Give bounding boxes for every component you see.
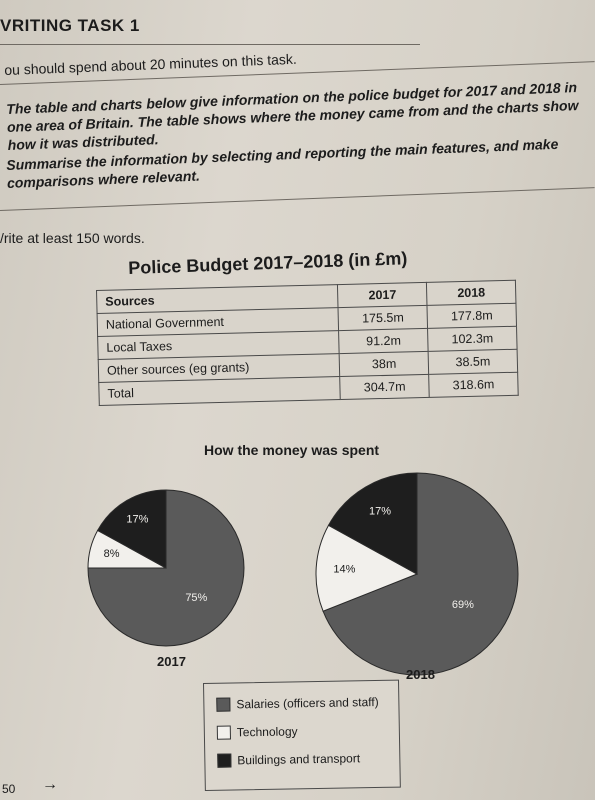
legend-label: Technology bbox=[236, 724, 298, 740]
table-cell: 175.5m bbox=[338, 305, 428, 331]
legend-swatch bbox=[216, 725, 231, 740]
charts-heading: How the money was spent bbox=[204, 442, 380, 458]
pie-year-label: 2017 bbox=[157, 654, 186, 669]
task-title: VRITING TASK 1 bbox=[0, 16, 140, 35]
pie-slice-salaries bbox=[87, 489, 245, 647]
pie-slice-label: 14% bbox=[333, 563, 355, 575]
table-cell: 318.6m bbox=[428, 372, 519, 398]
pie-chart-2018: 69% 14% 17% bbox=[315, 472, 519, 676]
pie-slice-label: 17% bbox=[369, 505, 391, 517]
legend-item: Technology bbox=[216, 724, 298, 740]
legend-label: Salaries (officers and staff) bbox=[236, 694, 379, 712]
table-cell: 38m bbox=[339, 351, 429, 377]
pie-slice-label: 8% bbox=[104, 548, 120, 560]
arrow-right-icon: → bbox=[42, 776, 58, 793]
pie-slice-label: 75% bbox=[185, 592, 207, 604]
pie-chart-2017: 75% 8% 17% bbox=[87, 489, 245, 647]
table-cell: 102.3m bbox=[427, 326, 518, 352]
table-cell: 91.2m bbox=[338, 328, 429, 354]
title-rule bbox=[0, 44, 420, 45]
pie-slice-label: 69% bbox=[452, 599, 474, 611]
legend-swatch bbox=[216, 697, 231, 712]
chart-legend: Salaries (officers and staff) Technology… bbox=[203, 679, 401, 791]
table-cell: 38.5m bbox=[428, 349, 518, 375]
legend-swatch bbox=[217, 753, 232, 768]
pie-slice-buildings bbox=[96, 489, 167, 569]
column-header: 2017 bbox=[337, 282, 428, 308]
pie-slice-buildings bbox=[327, 472, 418, 575]
budget-table: Sources 2017 2018 National Government 17… bbox=[96, 279, 519, 406]
pie-slice-label: 17% bbox=[126, 514, 148, 526]
legend-item: Salaries (officers and staff) bbox=[216, 695, 379, 712]
table-cell: 177.8m bbox=[427, 303, 517, 329]
table-title: Police Budget 2017–2018 (in £m) bbox=[128, 248, 408, 278]
legend-item: Buildings and transport bbox=[217, 751, 361, 768]
pie-year-label: 2018 bbox=[406, 667, 435, 682]
page-number: 50 bbox=[2, 782, 16, 796]
column-header: 2018 bbox=[426, 280, 516, 306]
legend-label: Buildings and transport bbox=[237, 751, 361, 768]
prompt-rule bbox=[0, 187, 595, 211]
pie-slice-salaries bbox=[322, 472, 519, 676]
pie-slice-technology bbox=[315, 524, 419, 612]
table-cell: 304.7m bbox=[339, 374, 430, 400]
table-cell: Total bbox=[98, 376, 341, 406]
budget-table-wrapper: Sources 2017 2018 National Government 17… bbox=[96, 279, 519, 406]
word-requirement: /rite at least 150 words. bbox=[0, 230, 145, 246]
